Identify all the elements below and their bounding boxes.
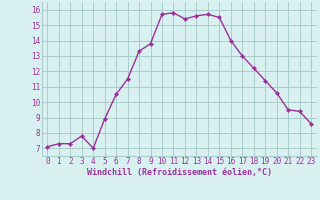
X-axis label: Windchill (Refroidissement éolien,°C): Windchill (Refroidissement éolien,°C): [87, 168, 272, 177]
